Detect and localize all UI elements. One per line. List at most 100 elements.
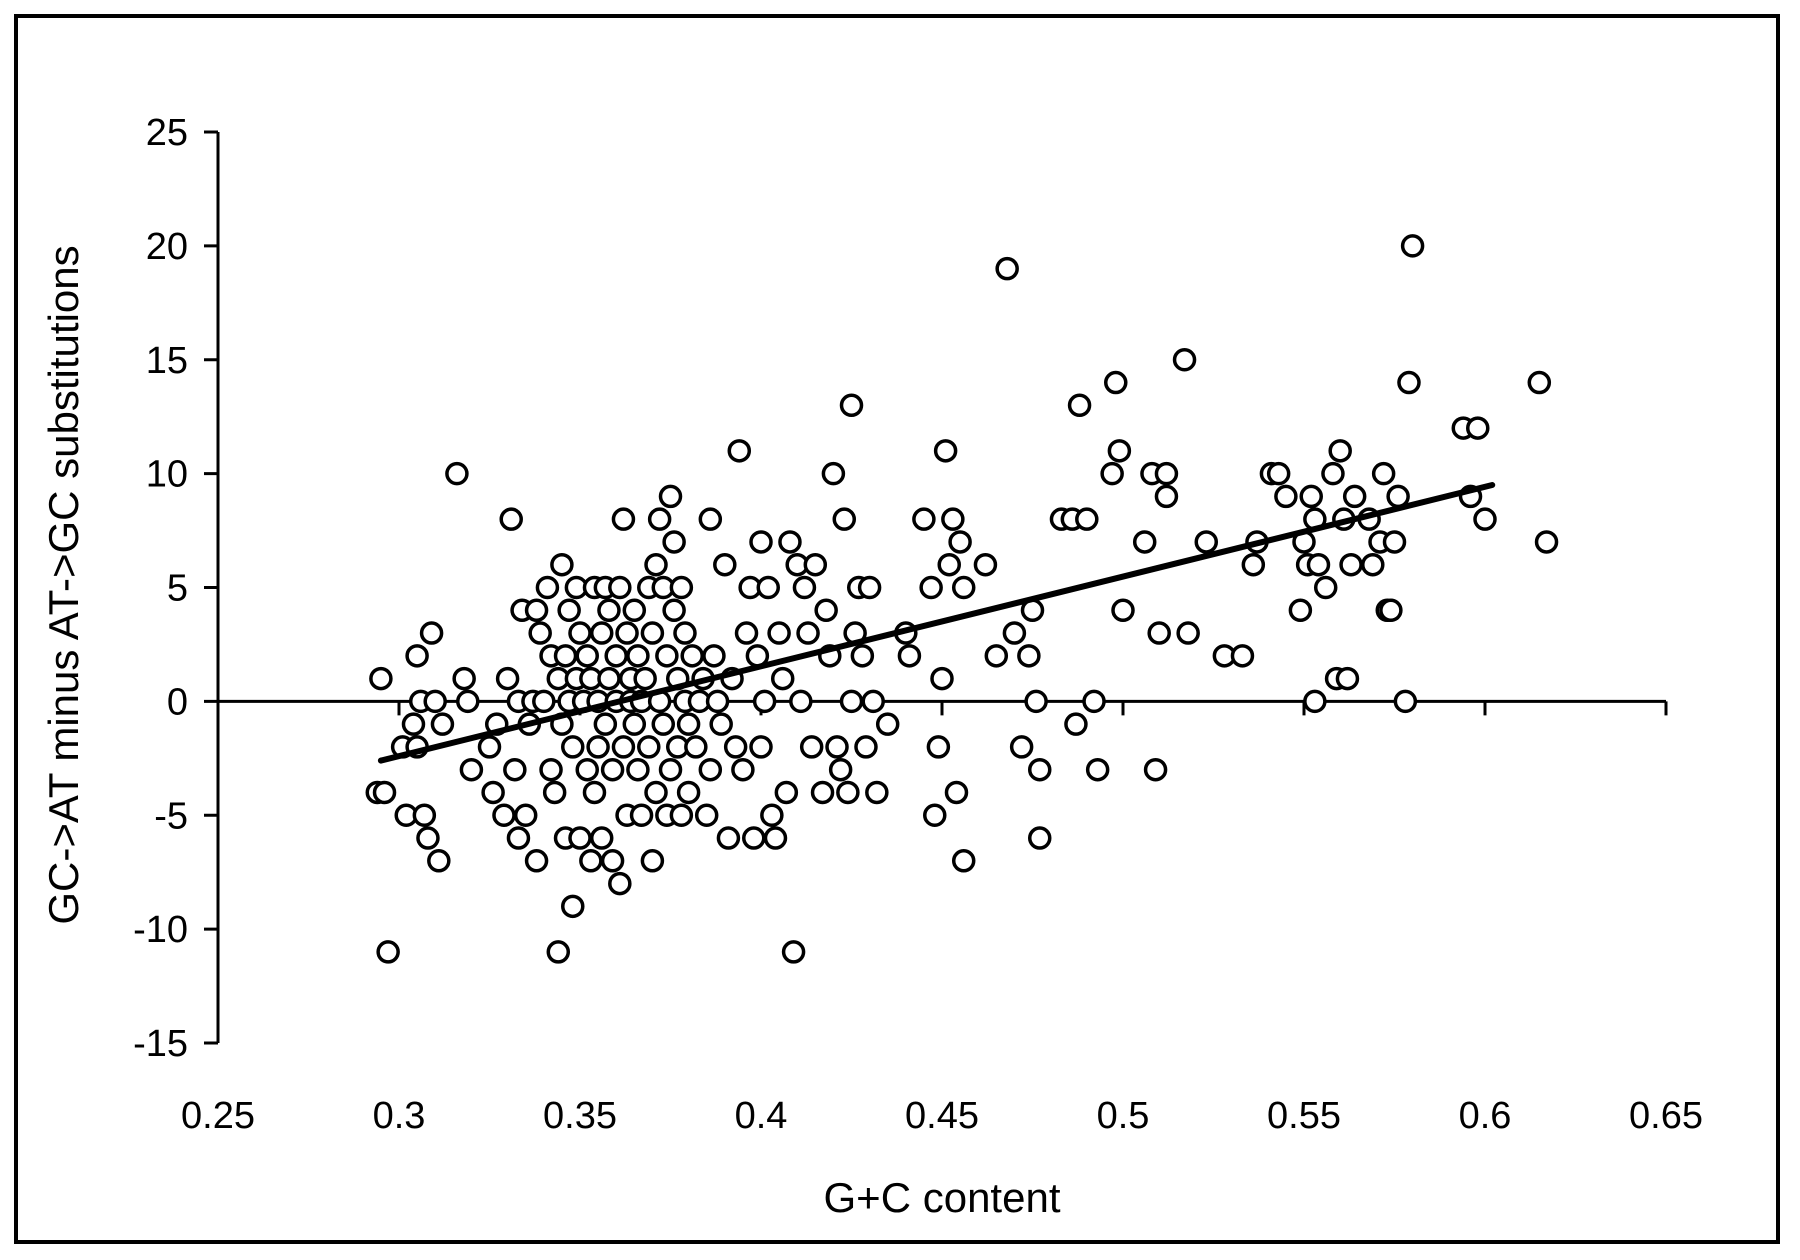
data-point: [416, 826, 440, 850]
data-point: [810, 780, 835, 805]
data-point: [948, 530, 972, 554]
data-point: [1393, 689, 1418, 714]
data-point: [1335, 666, 1360, 691]
data-point: [669, 803, 694, 827]
x-tick-label: 0.4: [735, 1095, 788, 1137]
data-point: [857, 575, 882, 600]
data-point: [1328, 439, 1352, 463]
data-point: [546, 940, 571, 964]
data-point: [495, 666, 520, 691]
data-point: [919, 575, 943, 600]
data-point: [821, 461, 846, 486]
y-tick-label: 10: [146, 454, 188, 496]
y-axis-title: GC->AT minus AT->GC substitutions: [40, 245, 87, 924]
data-point: [539, 757, 563, 782]
data-point: [481, 780, 505, 805]
data-point: [850, 644, 875, 668]
data-point: [865, 780, 889, 805]
data-point: [557, 598, 581, 623]
data-point: [372, 780, 397, 805]
x-tick-label: 0.6: [1459, 1095, 1512, 1137]
y-tick-label: 25: [146, 112, 188, 154]
data-point: [944, 780, 969, 805]
data-point: [676, 780, 701, 805]
data-point: [1027, 826, 1052, 850]
data-point: [524, 598, 549, 623]
data-point: [513, 803, 538, 827]
data-point: [1024, 689, 1048, 714]
data-point: [1082, 689, 1106, 714]
data-point: [633, 666, 657, 691]
data-point: [781, 940, 806, 964]
data-point: [626, 757, 650, 782]
data-point: [734, 621, 759, 645]
data-point: [828, 757, 853, 782]
data-point: [1313, 575, 1338, 600]
data-point: [702, 644, 726, 668]
data-point: [640, 621, 665, 645]
chart-frame: [14, 14, 1780, 1244]
data-point: [655, 644, 679, 668]
data-point: [941, 507, 965, 531]
data-point: [586, 735, 610, 759]
data-point: [622, 598, 647, 623]
data-point: [553, 644, 578, 668]
data-point: [1027, 757, 1052, 782]
data-point: [622, 712, 647, 736]
data-point: [937, 552, 961, 577]
data-point: [561, 894, 585, 919]
data-point: [984, 644, 1009, 668]
data-point: [854, 735, 878, 759]
x-tick-label: 0.25: [181, 1095, 255, 1137]
data-point: [430, 712, 455, 736]
data-point: [644, 552, 668, 577]
data-point: [582, 780, 607, 805]
data-point: [698, 507, 723, 531]
data-point: [1064, 712, 1088, 736]
data-point: [727, 439, 752, 463]
data-point: [930, 666, 954, 691]
data-point: [1274, 484, 1298, 509]
data-point: [423, 689, 447, 714]
data-point: [629, 803, 654, 827]
data-point: [839, 689, 864, 714]
data-point: [973, 552, 998, 577]
data-point: [1361, 552, 1385, 577]
data-point: [1017, 644, 1041, 668]
data-point: [532, 689, 556, 714]
x-tick-label: 0.35: [543, 1095, 617, 1137]
data-point: [705, 689, 730, 714]
data-point: [1176, 621, 1200, 645]
data-point: [1386, 484, 1410, 509]
data-point: [676, 712, 701, 736]
data-point: [923, 803, 947, 827]
data-point: [1100, 461, 1124, 486]
data-point: [774, 780, 799, 805]
x-tick-label: 0.65: [1629, 1095, 1703, 1137]
data-point: [716, 826, 741, 850]
data-point: [456, 689, 480, 714]
y-tick-label: 5: [167, 568, 188, 610]
data-point: [731, 757, 755, 782]
data-point: [568, 621, 592, 645]
data-point: [752, 689, 777, 714]
x-tick-label: 0.45: [905, 1095, 979, 1137]
data-point: [611, 507, 636, 531]
data-point: [369, 666, 393, 691]
data-point: [1230, 644, 1255, 668]
data-point: [1299, 484, 1323, 509]
y-tick-label: 15: [146, 340, 188, 382]
data-point: [1382, 530, 1407, 554]
data-point: [861, 689, 885, 714]
data-point: [897, 644, 922, 668]
data-points: [365, 234, 1559, 964]
data-point: [412, 803, 437, 827]
data-point: [561, 735, 585, 759]
data-point: [452, 666, 476, 691]
data-point: [568, 826, 592, 850]
data-point: [575, 644, 599, 668]
data-point: [604, 644, 628, 668]
data-point: [427, 849, 451, 873]
data-point: [875, 712, 900, 736]
